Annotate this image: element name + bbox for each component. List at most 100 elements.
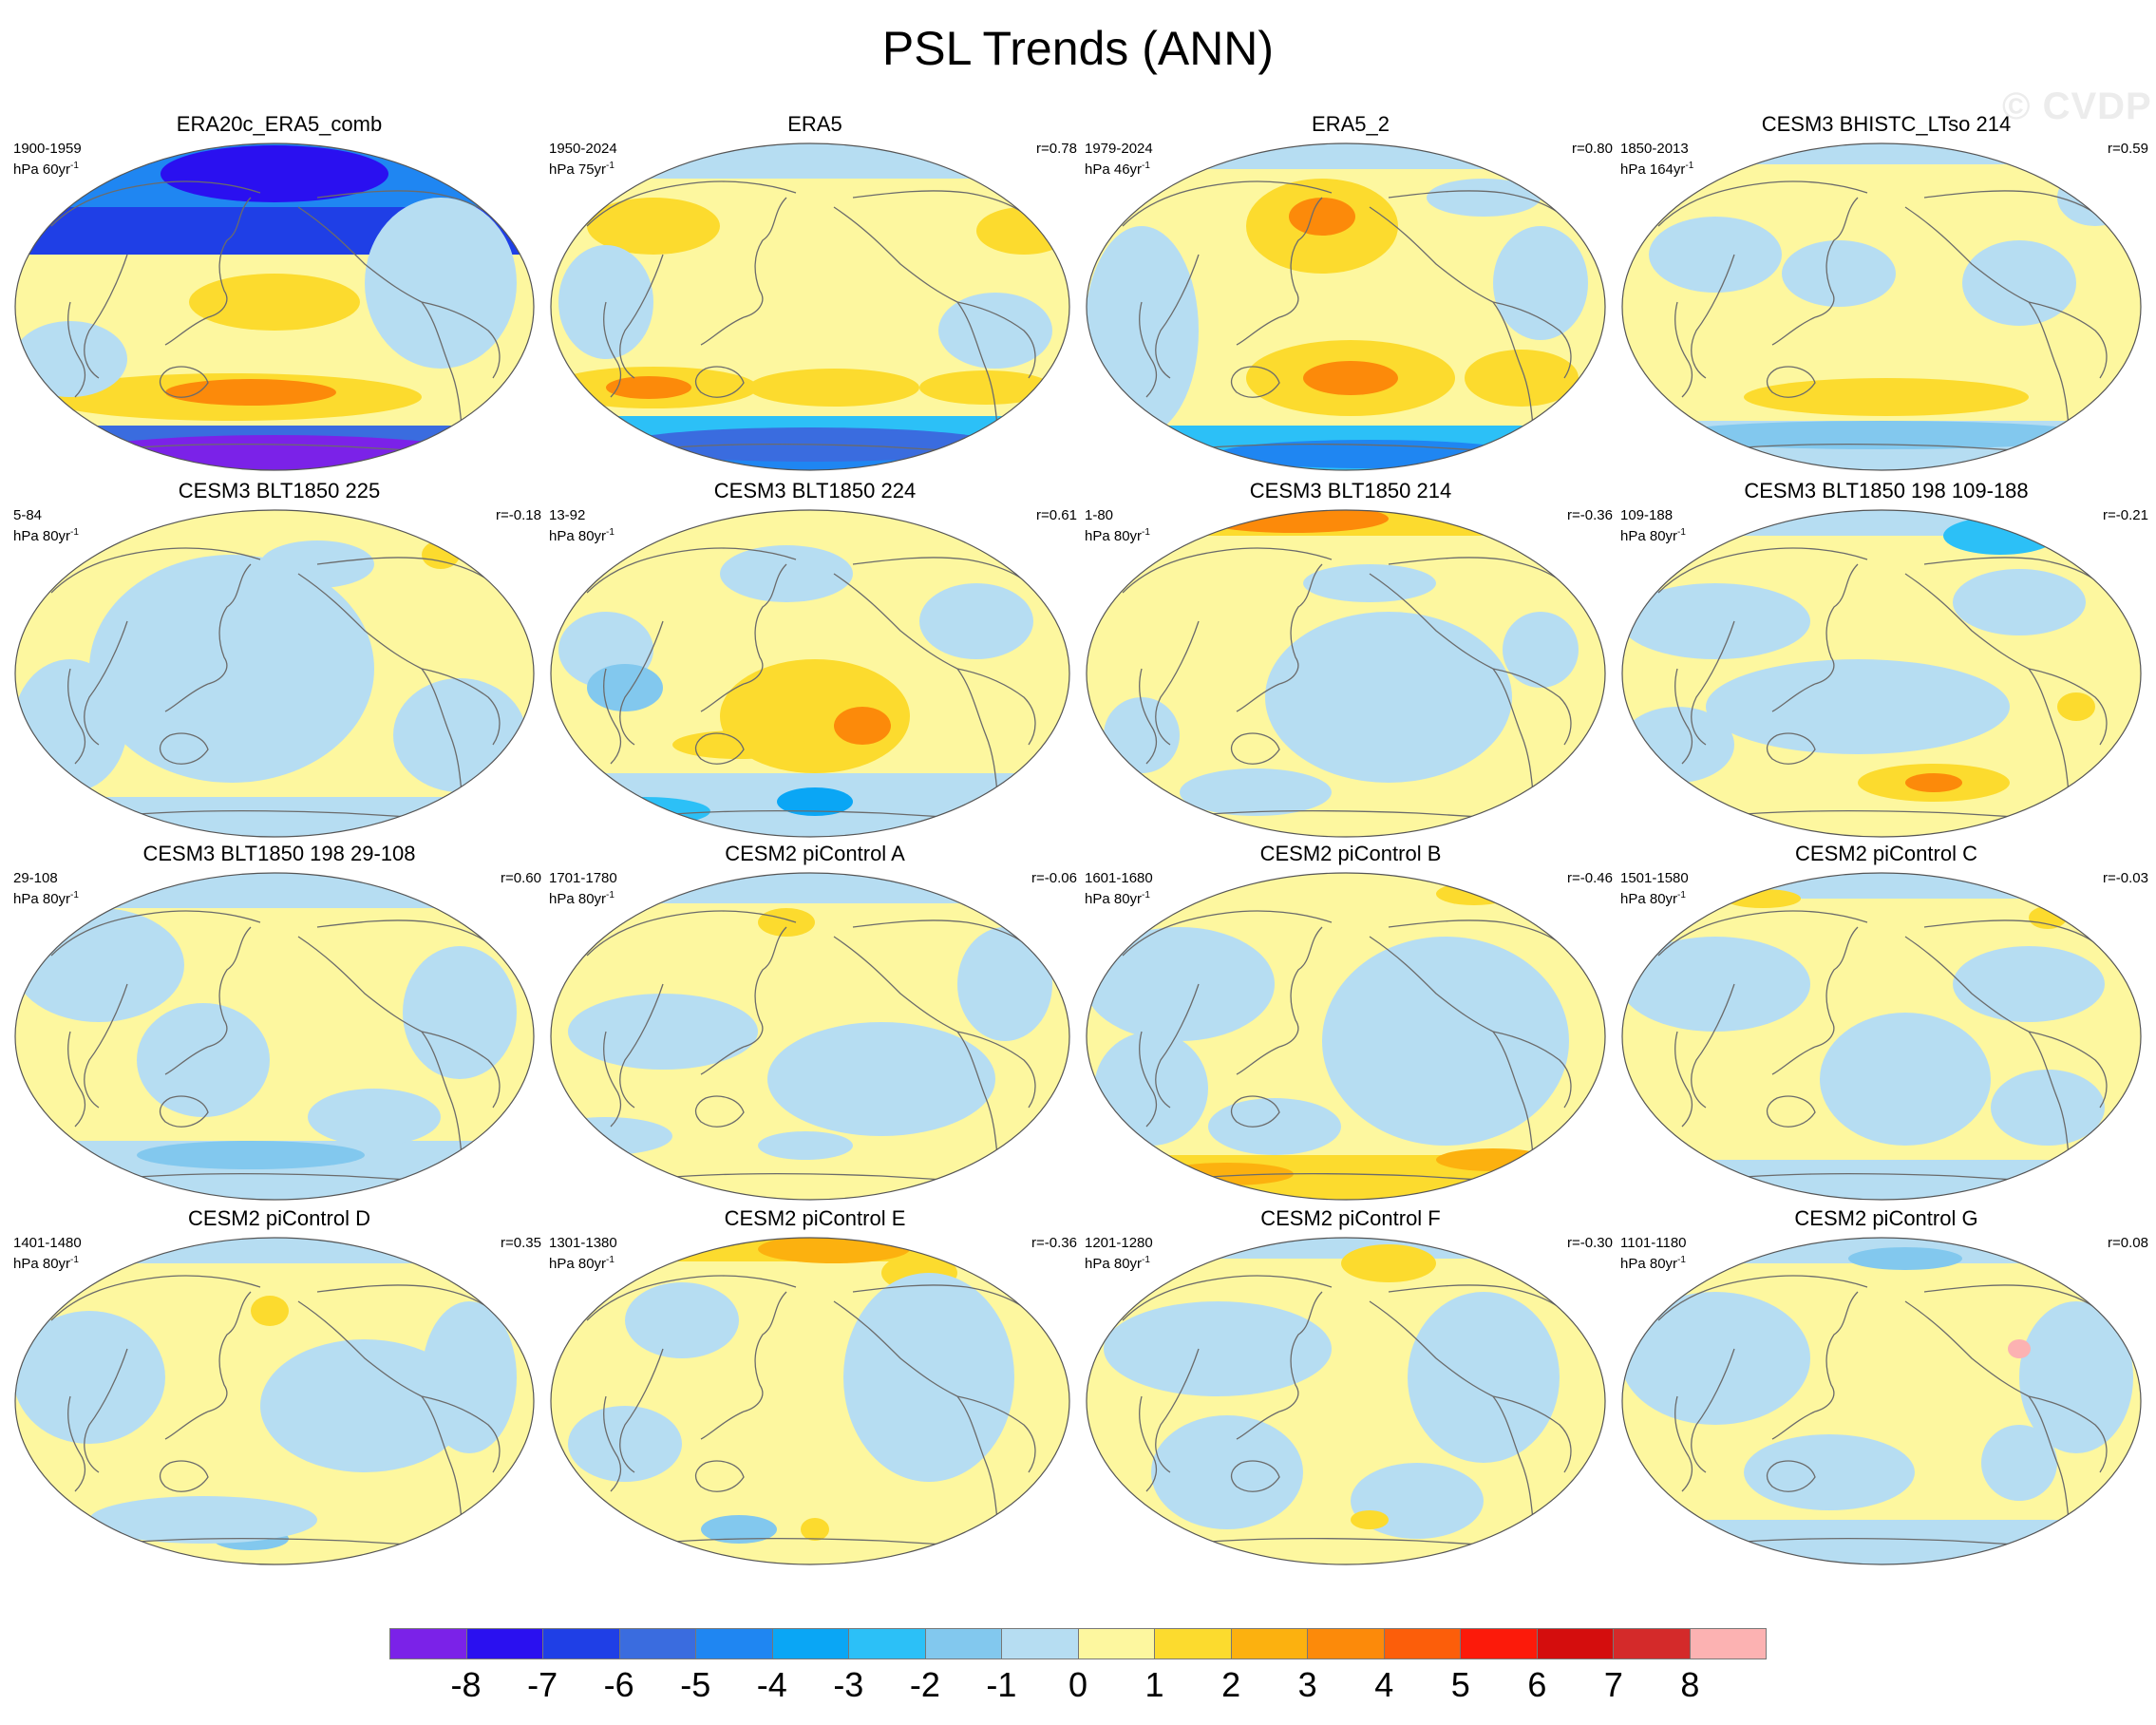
coastline (1492, 301, 1572, 379)
coastline (421, 1031, 463, 1156)
field-contour (1465, 350, 1579, 407)
panel-title: ERA5_2 (1312, 112, 1390, 136)
panel-correlation: r=-0.06 (1031, 870, 1077, 886)
colorbar-swatch (849, 1629, 926, 1659)
field-contour (801, 1518, 829, 1541)
map-panel: CESM2 piControl G 1101-1180 hPa 80yr-1 r=0.… (1620, 1206, 2152, 1572)
coastline (1155, 620, 1200, 746)
coastline (833, 1300, 958, 1397)
coastline (1388, 919, 1570, 952)
colorbar (389, 1628, 1767, 1659)
coastline (1904, 936, 2030, 1033)
colorbar-tick-label: 6 (1527, 1665, 1547, 1704)
field-contour (89, 1496, 317, 1544)
coastline (164, 1411, 209, 1440)
panel-units: hPa 75yr-1 (549, 161, 615, 178)
panel-title: CESM2 piControl D (188, 1206, 370, 1230)
map-border (1621, 509, 2142, 838)
panel-units: hPa 80yr-1 (549, 1255, 615, 1272)
coastline (619, 983, 664, 1109)
field-contour (1289, 198, 1355, 236)
panel-correlation: r=0.80 (1572, 141, 1613, 157)
coastline (956, 301, 998, 427)
map-border (1621, 142, 2142, 471)
colorbar-tick-label: -4 (756, 1665, 787, 1704)
trend-map (14, 1237, 535, 1565)
trend-map (1621, 142, 2142, 471)
coastline (1388, 557, 1570, 589)
coastline (586, 547, 797, 594)
field-contour (1087, 1155, 1605, 1200)
field-contour (551, 143, 1069, 179)
field-contour (1351, 1510, 1389, 1529)
field-contour (701, 1515, 777, 1544)
field-contour (919, 583, 1033, 659)
coastline (1230, 1460, 1280, 1492)
coastline (1492, 1395, 1572, 1473)
field-contour (1953, 569, 2086, 635)
panel-correlation: r=0.35 (501, 1235, 541, 1251)
coastline (1674, 301, 1693, 398)
colorbar-tick-label: -5 (680, 1665, 711, 1704)
coastline (1122, 180, 1333, 227)
coastline (586, 910, 797, 957)
colorbar-swatch (466, 1629, 543, 1659)
field-contour (1104, 697, 1180, 773)
coastline (603, 668, 622, 765)
coastline (1369, 936, 1494, 1033)
field-contour (1087, 226, 1199, 435)
field-contour (161, 145, 388, 202)
colorbar-swatch (1537, 1629, 1614, 1659)
coastline (1771, 683, 1816, 712)
panel-period: 1701-1780 (549, 870, 617, 886)
coastline (1923, 1284, 2106, 1317)
coastline (1122, 547, 1333, 594)
coastline (743, 197, 787, 318)
panel-title: ERA5 (787, 112, 842, 136)
field-contour (1622, 873, 2141, 899)
field-contour (843, 1273, 1014, 1482)
field-contour (1943, 517, 2057, 555)
coastline (316, 190, 499, 222)
field-contour (56, 435, 493, 470)
coastline (297, 936, 423, 1033)
field-contour (2057, 169, 2133, 226)
field-contour (1782, 240, 1896, 307)
coastline (1492, 1031, 1572, 1109)
field-contour (422, 1301, 517, 1453)
coastline (1814, 1291, 1859, 1412)
coastline (1771, 316, 1816, 346)
coastline (1492, 301, 1534, 427)
coastline (1122, 1275, 1333, 1321)
trend-map (550, 1237, 1070, 1565)
field-contour (1322, 937, 1569, 1146)
coastline (956, 1031, 1036, 1109)
panel-units: hPa 80yr-1 (13, 1255, 79, 1272)
panel-units: hPa 80yr-1 (549, 890, 615, 907)
coastline (50, 547, 261, 594)
field-contour (1706, 659, 2010, 754)
colorbar-labels: -8 -7 -6 -5 -4 -3 -2 -1 0 1 2 3 4 5 6 7 8 (389, 1664, 1767, 1706)
coastline (2028, 1031, 2108, 1109)
field-contour (1744, 1434, 1915, 1510)
field-contour (137, 1003, 270, 1117)
colorbar-tick-label: 5 (1450, 1665, 1470, 1704)
map-panel: CESM2 piControl C 1501-1580 hPa 80yr-1 r=-0… (1620, 842, 2152, 1207)
coastline (297, 573, 423, 670)
coastline (1492, 668, 1534, 793)
map-panel: CESM2 piControl F 1201-1280 hPa 80yr-1 r=-0… (1085, 1206, 1617, 1572)
panel-period: 1950-2024 (549, 141, 617, 157)
coastline (316, 557, 499, 589)
field-contour (1218, 440, 1522, 468)
colorbar-swatch (1078, 1629, 1155, 1659)
coastline (586, 1275, 797, 1321)
coastline (1657, 180, 1868, 227)
panel-period: 29-108 (13, 870, 58, 886)
coastline (694, 366, 745, 398)
coastline (67, 668, 86, 765)
coastline (159, 732, 209, 765)
colorbar-swatch (772, 1629, 849, 1659)
coastline (586, 180, 797, 227)
field-contour (251, 1296, 289, 1326)
panel-units: hPa 80yr-1 (13, 527, 79, 544)
